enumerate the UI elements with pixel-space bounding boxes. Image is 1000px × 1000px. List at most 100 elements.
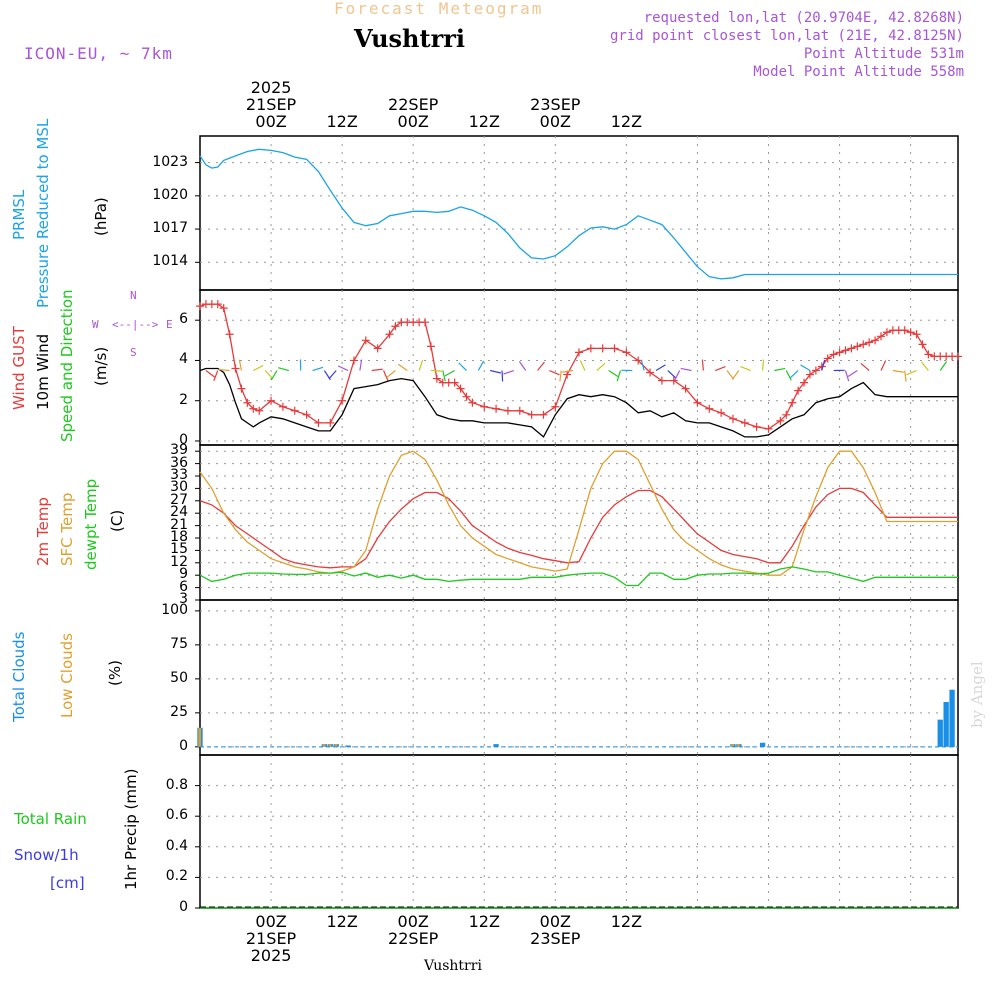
gust-marker: [853, 342, 862, 351]
gust-marker: [249, 404, 258, 413]
gust-marker: [954, 352, 962, 361]
wind-direction-arrow: [904, 370, 907, 382]
dewpt-line: [199, 566, 958, 587]
bottom-time-label-3: 12Z: [444, 913, 524, 930]
model-altitude: Model Point Altitude 558m: [753, 64, 964, 80]
gust-marker: [882, 328, 891, 337]
top-time-label-line: 00Z: [397, 112, 429, 131]
gust-marker: [924, 350, 933, 359]
y-tick-label: 12: [170, 553, 188, 570]
wind-direction-arrow: [860, 362, 870, 371]
gust-marker: [859, 340, 868, 349]
wind-direction-arrow: [731, 370, 740, 380]
compass-n: N: [130, 289, 137, 302]
gust-marker: [450, 378, 459, 387]
wind-direction-arrow: [608, 370, 619, 378]
y-tick-label: 9: [179, 566, 188, 583]
wind-direction-arrow: [892, 369, 904, 373]
low-cloud-bar: [328, 744, 332, 747]
wind-direction-arrow: [270, 370, 278, 381]
gust-marker: [503, 406, 512, 415]
wind-direction-arrow: [579, 360, 586, 371]
snow-legend: Snow/1h: [14, 846, 79, 864]
y-tick-label: 30: [170, 479, 188, 496]
low-cloud-bar: [334, 744, 338, 747]
gust-marker: [219, 304, 228, 313]
top-time-label-1: 12Z: [302, 113, 382, 130]
y-tick-label: 2: [179, 391, 188, 408]
wind-direction-arrow: [218, 368, 230, 372]
y-tick-label: 15: [170, 541, 188, 558]
gust-marker: [788, 398, 797, 407]
gust-marker: [693, 398, 702, 407]
model-label: ICON-EU, ~ 7km: [24, 44, 173, 63]
total-cloud-bar: [759, 742, 766, 747]
wind-direction-arrow: [312, 366, 324, 372]
wind-direction-arrow: [278, 367, 289, 372]
gust-marker: [290, 406, 299, 415]
top-time-label-line: 2025: [250, 78, 292, 97]
top-time-label-line: 23SEP: [530, 95, 581, 114]
top-time-label-line: 22SEP: [388, 95, 439, 114]
low-cloud-bar: [737, 744, 740, 747]
wind-direction-arrow: [501, 370, 504, 382]
y-tick-label: 0.4: [165, 837, 188, 854]
gust-marker: [462, 392, 471, 401]
gust-marker: [906, 328, 915, 337]
gust-marker: [267, 396, 276, 405]
gust-marker: [551, 402, 560, 411]
gust-marker: [800, 378, 809, 387]
gust-marker: [426, 342, 435, 351]
wind-direction-arrow: [880, 360, 887, 371]
y-tick-label: 27: [170, 491, 188, 508]
gust-marker: [646, 368, 655, 377]
wind-direction-arrow: [328, 370, 337, 380]
y-tick-label: 75: [170, 635, 188, 652]
wind-direction-arrow: [740, 366, 751, 372]
wind-direction-arrow: [359, 359, 363, 371]
bottom-time-label-line: 21SEP: [245, 929, 297, 948]
snow-unit: [cm]: [50, 874, 85, 892]
y-tick-label: 0.8: [165, 776, 188, 793]
y-tick-label: 39: [170, 442, 188, 459]
wind-direction-arrow: [418, 359, 424, 371]
wind-direction-arrow: [458, 362, 467, 371]
gust-marker: [871, 336, 880, 345]
wind-direction-arrow: [444, 369, 455, 377]
bottom-time-label-line: 00Z: [255, 912, 287, 931]
gust-marker: [900, 326, 909, 335]
gust-marker: [764, 424, 773, 433]
gust-marker: [912, 330, 921, 339]
total-cloud-bar: [345, 745, 351, 747]
bottom-time-label-line: 23SEP: [530, 929, 581, 948]
gust-marker: [492, 404, 501, 413]
top-time-label-line: 12Z: [468, 112, 500, 131]
wind-direction-arrow: [337, 365, 349, 372]
y-tick-label: 1014: [152, 253, 188, 270]
gust-marker: [539, 410, 548, 419]
gust-marker: [468, 398, 477, 407]
wind-direction-arrow: [253, 364, 264, 372]
y-tick-label: 50: [170, 669, 188, 686]
y-tick-label: 0.6: [165, 807, 188, 824]
wind-direction-arrow: [490, 369, 502, 374]
gust-marker: [527, 410, 536, 419]
bottom-time-label-2: 00Z 22SEP: [373, 913, 453, 947]
low-cloud-bar: [731, 744, 734, 747]
wind-direction-arrow: [442, 370, 446, 382]
gust-marker: [728, 414, 737, 423]
total-cloud-bar: [937, 719, 943, 747]
compass-arrows: <--|-->: [112, 318, 159, 331]
y-tick-label: 33: [170, 467, 188, 483]
gust-marker: [421, 318, 430, 327]
gust-marker: [314, 418, 323, 427]
low-cloud-bar: [198, 727, 201, 747]
top-time-label-line: 21SEP: [245, 95, 297, 114]
wind10-line: [199, 367, 958, 438]
top-time-label-0: 2025 21SEP 00Z: [231, 79, 311, 130]
wind-direction-arrow: [906, 369, 917, 376]
gust-marker: [338, 396, 347, 405]
bottom-time-label-line: 2025: [250, 946, 292, 965]
gust-marker: [877, 332, 886, 341]
wind-direction-arrow: [503, 369, 515, 375]
